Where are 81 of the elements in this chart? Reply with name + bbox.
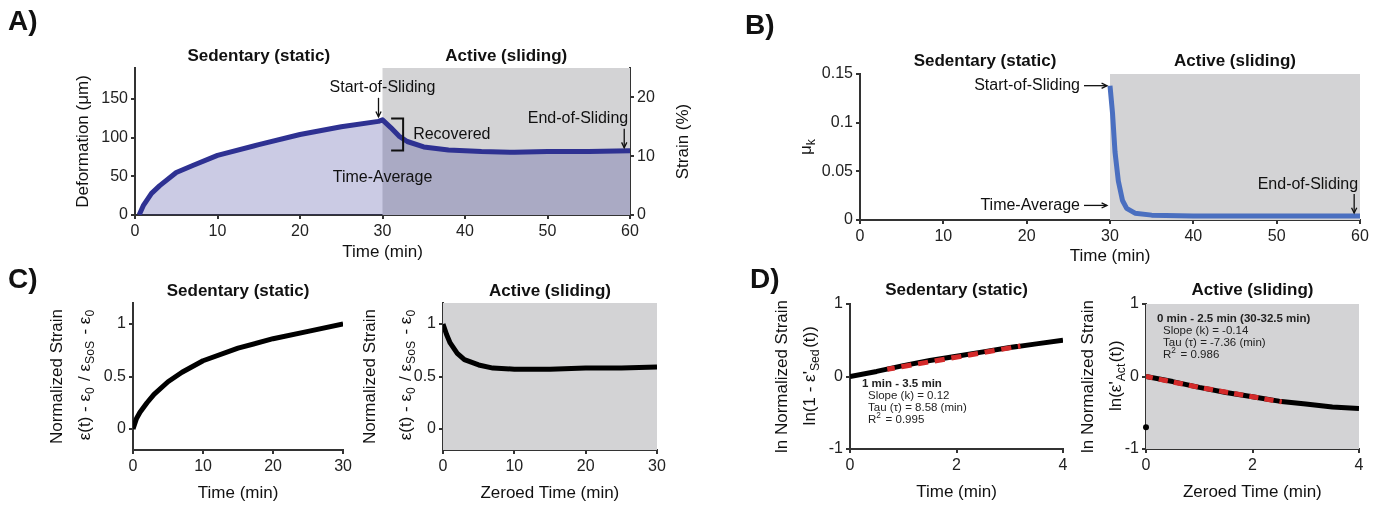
y2-axis-title: Strain (%) [672,103,692,180]
text: Sedentary (static) [187,45,331,65]
y-tick-label: 1 [427,314,437,332]
x-axis-title: Time (min) [197,482,279,502]
text: B) [745,8,775,40]
annotation: Start-of-Sliding [974,76,1081,94]
annotation: Slope (k) = -0.14 [1163,324,1249,337]
y2-tick-label: 20 [637,87,655,105]
text: C) [8,262,38,294]
text: D) [750,262,780,294]
x-tick-label: 50 [1267,227,1286,245]
y-tick-label: 0.15 [821,64,854,82]
x-tick-label: 30 [1101,227,1119,245]
y2-tick-label: 0 [637,205,646,223]
y-axis-title: Deformation (μm) [72,75,92,208]
y-tick-label: 0 [844,210,854,228]
chart-title: Sedentary (static) [885,279,1028,299]
annotation: End-of-Sliding [527,109,629,127]
y-tick-label: 0.5 [413,366,437,384]
y-tick-label: -1 [1124,439,1140,457]
y-tick-label: -1 [828,439,844,457]
x-tick-label: 4 [1354,456,1364,474]
annotation: Time-Average [332,168,433,186]
y-axis-title: μk [795,138,818,155]
y-tick-label: 0 [117,419,127,437]
x-tick-label: 20 [576,457,595,475]
x-tick-label: 10 [934,227,953,245]
y-tick-label: 0 [834,366,844,384]
y-tick-label: 0.1 [830,113,854,131]
x-tick-label: 0 [438,457,448,475]
y-tick-label: 1 [1130,294,1140,312]
band-label: Active (sliding) [1174,50,1296,70]
annotation: 1 min - 3.5 min [862,377,942,390]
x-axis-title: Zeroed Time (min) [480,482,620,502]
y2-tick-label: 10 [637,146,655,164]
x-axis-title: Time (min) [342,241,423,261]
x-tick-label: 0 [130,222,140,240]
annotation: Start-of-Sliding [329,78,436,96]
y-tick-label: 50 [110,166,129,184]
y-tick-label: 0 [119,205,129,223]
x-tick-label: 50 [538,222,557,240]
x-tick-label: 20 [1017,227,1036,245]
x-tick-label: 2 [952,456,962,474]
x-tick-label: 40 [456,222,474,240]
chart-title: Active (sliding) [489,280,611,300]
y-tick-label: 150 [101,89,129,107]
x-tick-label: 40 [1184,227,1203,245]
text: A) [8,4,38,36]
x-tick-label: 20 [291,222,309,240]
band-label: Active (sliding) [445,45,568,65]
x-tick-label: 20 [264,457,283,475]
annotation: Time-Average [980,195,1081,213]
x-tick-label: 30 [648,457,666,475]
chart-title: Sedentary (static) [166,280,310,300]
x-tick-label: 10 [194,457,213,475]
y-tick-label: 100 [101,128,129,146]
y-tick-label: 1 [117,314,127,332]
x-axis-title: Time (min) [916,481,997,501]
annotation: End-of-Sliding [1257,174,1359,192]
y-tick-label: 0 [1130,366,1140,384]
x-tick-label: 60 [621,222,639,240]
x-tick-label: 30 [334,457,353,475]
y-tick-label: 0 [427,419,437,437]
x-tick-label: 60 [1351,227,1369,245]
x-tick-label: 30 [373,222,392,240]
y-tick-label: 0.05 [821,161,854,179]
x-tick-label: 4 [1058,456,1068,474]
x-axis-title: Zeroed Time (min) [1182,481,1322,501]
y-tick-label: 0.5 [103,366,127,384]
x-tick-label: 10 [208,222,227,240]
chart-title: Active (sliding) [1191,279,1314,299]
annotation: Recovered [413,124,491,142]
text: Sedentary (static) [913,50,1057,70]
x-axis-title: Time (min) [1069,245,1151,265]
annotation: 0 min - 2.5 min (30-32.5 min) [1157,312,1311,325]
x-tick-label: 2 [1248,456,1258,474]
x-tick-label: 0 [1141,456,1151,474]
y-tick-label: 1 [834,294,844,312]
x-tick-label: 10 [505,457,524,475]
annotation: Slope (k) = 0.12 [868,389,950,402]
x-tick-label: 0 [855,227,865,245]
